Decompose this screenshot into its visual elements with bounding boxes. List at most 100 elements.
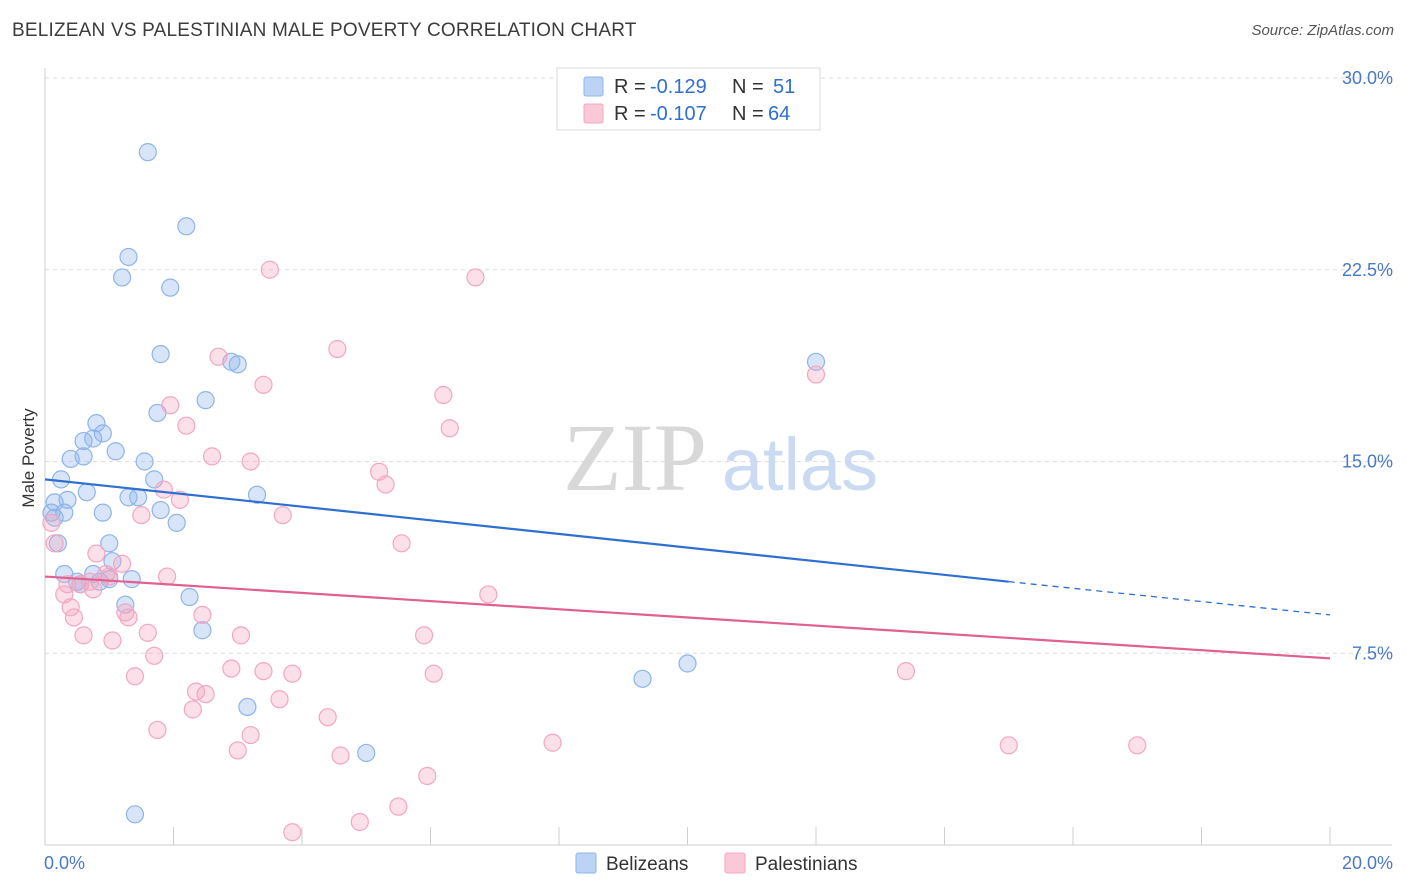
point-belizeans-18 [135, 452, 154, 471]
point-belizeans-8 [806, 352, 826, 371]
point-palestinians-26 [58, 575, 77, 594]
point-belizeans-21 [77, 483, 96, 502]
point-palestinians-63 [350, 812, 369, 832]
point-palestinians-6 [434, 385, 453, 405]
point-palestinians-51 [270, 690, 289, 709]
point-belizeans-3 [112, 268, 132, 287]
series-swatch-belizeans [575, 852, 597, 874]
point-palestinians-8 [177, 416, 196, 435]
point-belizeans-47 [633, 669, 652, 688]
point-palestinians-3 [209, 347, 228, 366]
point-palestinians-44 [254, 662, 273, 681]
point-belizeans-32 [167, 513, 186, 532]
stat-r-label-2: R = [614, 103, 646, 125]
point-palestinians-45 [283, 664, 302, 683]
trend-line-palestinians [44, 575, 1331, 660]
stat-n-label-1: N = [732, 76, 764, 98]
watermark: ZIP atlas [563, 404, 878, 511]
point-belizeans-34 [100, 534, 119, 553]
trend-lines [44, 478, 1331, 660]
point-belizeans-15 [106, 442, 125, 461]
stat-r-value-2: -0.107 [650, 103, 707, 125]
point-palestinians-43 [222, 659, 241, 678]
point-belizeans-13 [84, 429, 103, 448]
point-palestinians-2 [328, 339, 347, 359]
point-palestinians-38 [138, 623, 157, 642]
trend-line-belizeans [44, 478, 1009, 583]
point-palestinians-5 [806, 365, 826, 384]
point-palestinians-48 [125, 667, 145, 686]
point-palestinians-10 [202, 447, 222, 466]
data-points [42, 143, 1147, 842]
point-palestinians-60 [331, 746, 350, 765]
y-tick-labels: 7.5% 15.0% 22.5% 30.0% [1342, 68, 1393, 663]
stat-n-label-2: N = [732, 103, 764, 125]
source-label: Source: ZipAtlas.com [1251, 22, 1394, 39]
series-swatch-palestinians [724, 852, 746, 874]
point-palestinians-40 [414, 626, 434, 645]
chart-title: BELIZEAN VS PALESTINIAN MALE POVERTY COR… [12, 20, 637, 41]
point-palestinians-21 [87, 544, 106, 563]
point-palestinians-64 [283, 823, 302, 842]
point-palestinians-0 [260, 260, 279, 279]
stat-n-value-2: 64 [768, 103, 790, 125]
point-palestinians-62 [389, 797, 408, 816]
x-tick-labels: 0.0% 20.0% [44, 853, 1393, 873]
point-palestinians-24 [100, 567, 119, 586]
point-palestinians-17 [273, 506, 292, 525]
point-belizeans-27 [42, 503, 61, 522]
point-belizeans-0 [138, 143, 157, 162]
point-palestinians-57 [228, 741, 247, 760]
legend-swatch-palestinians [583, 103, 604, 124]
point-palestinians-29 [84, 580, 103, 599]
series-legend: Belizeans Palestinians [575, 852, 857, 875]
point-palestinians-61 [418, 766, 437, 786]
y-tick-label-0: 7.5% [1352, 643, 1393, 663]
point-belizeans-5 [151, 345, 170, 364]
point-palestinians-23 [96, 564, 116, 584]
x-tick-label-0: 0.0% [44, 853, 85, 873]
point-palestinians-22 [112, 554, 132, 573]
point-belizeans-41 [122, 570, 141, 589]
point-palestinians-33 [116, 603, 135, 622]
stat-r-label-1: R = [614, 76, 646, 98]
point-belizeans-45 [193, 621, 212, 640]
series-label-palestinians: Palestinians [755, 854, 857, 875]
point-belizeans-46 [678, 654, 697, 673]
watermark-atlas: atlas [722, 423, 878, 506]
point-palestinians-19 [45, 534, 64, 553]
point-belizeans-49 [357, 743, 376, 763]
point-palestinians-47 [896, 662, 916, 681]
point-belizeans-4 [161, 278, 180, 297]
point-palestinians-9 [440, 419, 459, 438]
point-palestinians-46 [424, 664, 443, 683]
point-belizeans-24 [247, 485, 267, 504]
watermark-zip: ZIP [563, 404, 707, 511]
point-palestinians-16 [132, 506, 151, 525]
point-palestinians-54 [148, 720, 167, 740]
grid-lines [45, 77, 1392, 654]
axes [44, 68, 1392, 846]
point-belizeans-50 [125, 805, 145, 824]
stat-n-value-1: 51 [773, 76, 795, 98]
legend-swatch-belizeans [583, 76, 604, 97]
point-belizeans-30 [93, 503, 112, 522]
point-palestinians-37 [74, 626, 93, 645]
point-palestinians-15 [170, 490, 190, 509]
point-palestinians-11 [241, 452, 260, 471]
point-palestinians-4 [254, 375, 273, 394]
x-tick-label-1: 20.0% [1342, 853, 1393, 873]
point-palestinians-1 [466, 268, 485, 287]
point-belizeans-31 [151, 500, 170, 520]
point-palestinians-14 [154, 480, 173, 499]
y-tick-label-1: 15.0% [1342, 452, 1393, 472]
stat-r-value-1: -0.129 [650, 76, 707, 98]
point-palestinians-32 [61, 598, 80, 617]
point-palestinians-20 [392, 534, 411, 553]
point-palestinians-18 [42, 513, 61, 532]
point-palestinians-50 [196, 685, 215, 704]
point-palestinians-7 [161, 396, 180, 415]
y-tick-label-2: 22.5% [1342, 260, 1393, 280]
point-palestinians-56 [543, 733, 562, 752]
